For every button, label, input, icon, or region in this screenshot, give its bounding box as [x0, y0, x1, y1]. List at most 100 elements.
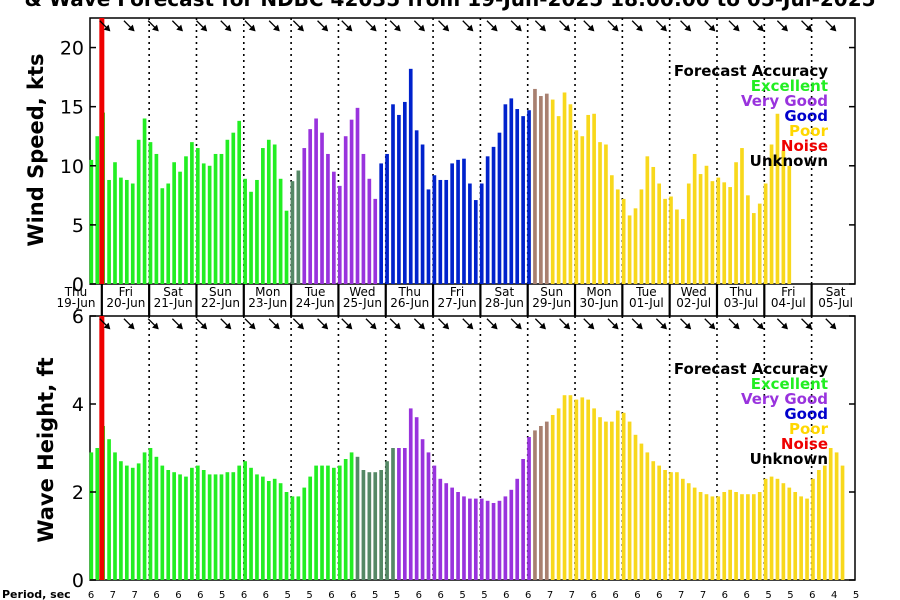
wind-bar — [515, 109, 520, 284]
direction-arrow-icon — [268, 20, 280, 32]
wave-bar — [544, 421, 549, 580]
day-of-week-label: Thu — [397, 285, 421, 299]
wind-bar — [178, 171, 182, 284]
wave-bar — [698, 492, 703, 580]
wave-y-ticks: 0 2 4 6 — [72, 306, 855, 592]
wind-bar — [261, 148, 265, 284]
wave-direction-arrows — [99, 318, 837, 330]
wind-bar — [166, 183, 171, 284]
direction-arrow-icon — [171, 20, 183, 32]
wave-bar — [639, 443, 644, 580]
wind-bar — [704, 165, 709, 284]
wave-bar — [249, 467, 253, 580]
period-value: 5 — [765, 590, 771, 600]
wind-bar — [473, 200, 478, 284]
period-value: 5 — [787, 590, 793, 600]
direction-arrow-icon — [462, 318, 474, 330]
wind-bar — [746, 195, 750, 284]
direction-arrow-icon — [220, 20, 232, 32]
period-value: 5 — [853, 590, 859, 600]
wind-bar — [95, 136, 100, 284]
direction-arrow-icon — [559, 318, 571, 330]
wind-bar — [550, 99, 555, 284]
wave-bar — [142, 452, 147, 580]
wave-bar — [290, 496, 295, 580]
period-value: 7 — [678, 590, 684, 600]
wave-bar — [598, 417, 602, 580]
direction-arrow-icon — [583, 20, 595, 32]
wave-bar — [710, 496, 715, 580]
wind-bar — [562, 92, 567, 284]
wind-bar — [639, 189, 644, 284]
wind-bar — [533, 88, 537, 284]
direction-arrow-icon — [317, 318, 329, 330]
day-of-week-label: Wed — [349, 285, 375, 299]
period-value: 5 — [481, 590, 487, 600]
wave-bar — [811, 478, 815, 580]
direction-arrow-icon — [292, 20, 304, 32]
wind-bar — [213, 153, 218, 284]
wave-bar — [740, 494, 744, 580]
wind-bar — [775, 113, 780, 284]
wave-bar — [326, 465, 330, 580]
direction-arrow-icon — [486, 20, 498, 32]
wave-legend-entry: Unknown — [750, 450, 828, 468]
wind-noise-marker — [99, 18, 105, 284]
wind-bar — [290, 181, 295, 284]
wind-bar — [675, 209, 679, 284]
direction-arrow-icon — [704, 20, 716, 32]
wave-legend-entry: Very Good — [741, 390, 828, 408]
date-label: 19-Jun — [56, 296, 95, 310]
wave-bar — [580, 397, 585, 580]
date-label: 29-Jun — [532, 296, 571, 310]
wind-bar — [190, 142, 194, 284]
wind-bar — [361, 153, 366, 284]
wave-bar — [781, 483, 786, 580]
wave-bar — [627, 421, 632, 580]
wind-bar — [172, 162, 176, 284]
wind-bar — [308, 129, 313, 284]
wind-bar — [391, 104, 395, 285]
wave-bar — [491, 503, 496, 580]
wind-bar — [497, 132, 502, 284]
wave-bar — [426, 452, 431, 580]
wind-bar — [225, 139, 230, 284]
wave-bar — [574, 399, 579, 580]
wind-bar — [479, 183, 484, 284]
wave-bar — [675, 472, 679, 580]
wind-bar — [651, 166, 656, 284]
wind-bar — [521, 116, 525, 284]
date-label: 05-Jul — [818, 296, 853, 310]
wave-bar — [337, 465, 342, 580]
period-value: 5 — [219, 590, 225, 600]
period-value: 6 — [744, 590, 750, 600]
wave-bar — [450, 487, 454, 580]
wind-bar — [491, 146, 496, 284]
wave-bar — [266, 481, 271, 580]
period-value: 6 — [634, 590, 640, 600]
wind-bar — [89, 159, 94, 284]
wave-bar — [332, 467, 336, 580]
day-of-week-label: Tue — [304, 285, 326, 299]
wind-bar — [645, 156, 650, 284]
wind-y-ticks: 0 5 10 15 20 — [60, 38, 855, 296]
wave-bar — [107, 439, 111, 580]
wave-bar — [610, 421, 614, 580]
wave-bar — [213, 474, 218, 580]
period-value: 6 — [438, 590, 444, 600]
wave-bar — [95, 448, 100, 580]
wind-bar — [343, 136, 348, 284]
wind-bar — [592, 113, 596, 284]
wave-bar — [746, 494, 750, 580]
direction-arrow-icon — [462, 20, 474, 32]
wind-bar — [586, 114, 591, 284]
wave-bar — [278, 483, 283, 580]
period-value: 6 — [350, 590, 356, 600]
wave-bar — [485, 500, 490, 580]
wind-legend-entry: Good — [784, 107, 828, 125]
wave-bar — [355, 456, 360, 580]
date-label: 01-Jul — [629, 296, 664, 310]
wave-bar — [521, 459, 525, 580]
wind-bar — [568, 104, 573, 285]
date-label: 24-Jun — [296, 296, 335, 310]
